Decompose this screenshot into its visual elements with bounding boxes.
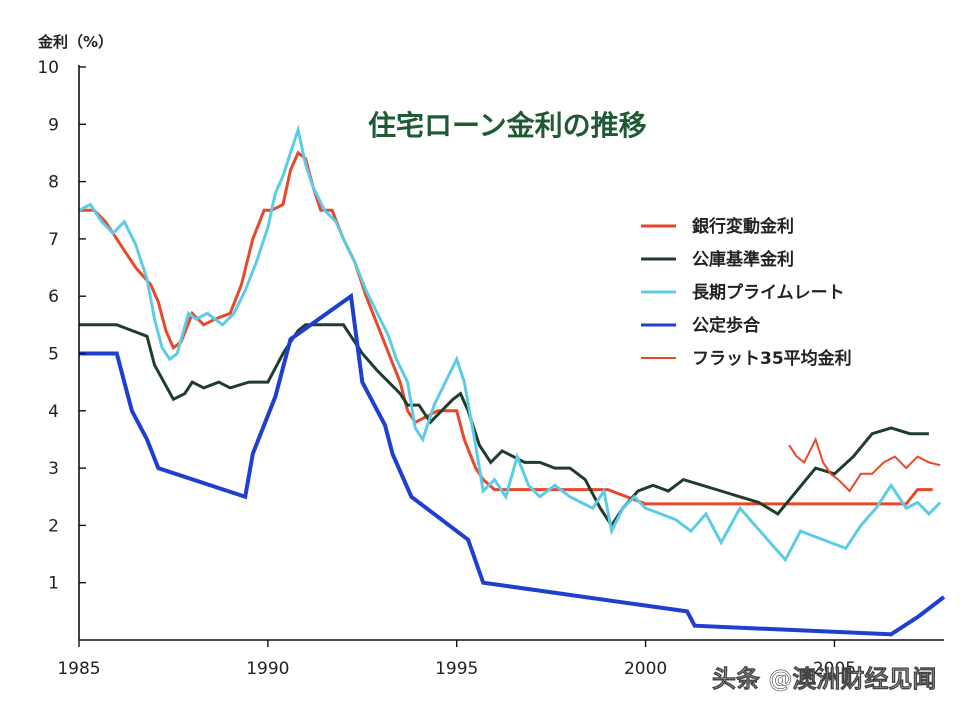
chart-title: 住宅ローン金利の推移 <box>368 109 647 142</box>
y-tick-label-6: 6 <box>48 287 59 307</box>
legend-label-1: 銀行変動金利 <box>692 216 794 237</box>
y-tick-label-1: 1 <box>48 574 59 594</box>
x-tick-label-1985: 1985 <box>57 659 100 679</box>
legend-label-5: フラット35平均金利 <box>692 348 852 369</box>
y-tick-label-9: 9 <box>48 115 59 135</box>
legend-label-3: 長期プライムレート <box>692 282 845 303</box>
y-tick-label-10: 10 <box>37 58 59 78</box>
x-tick-label-2000: 2000 <box>624 659 667 679</box>
axes-layer: 1 2 3 4 5 6 7 8 9 10 1985 1990 1995 2000 2005 <box>37 58 944 679</box>
y-axis-label: 金利（%） <box>37 33 113 51</box>
series-line-4 <box>79 292 946 637</box>
x-tick-label-1995: 1995 <box>435 659 478 679</box>
y-tick-label-2: 2 <box>48 516 59 536</box>
legend-label-4: 公定歩合 <box>692 315 761 336</box>
y-tick-label-4: 4 <box>48 402 59 422</box>
legend-label-2: 公庫基準金利 <box>692 249 794 270</box>
y-tick-label-5: 5 <box>48 345 59 365</box>
watermark-text: 头条 @澳洲财经见闻 <box>712 665 936 693</box>
y-tick-label-7: 7 <box>48 230 59 250</box>
series-line-3 <box>78 124 942 563</box>
x-tick-label-2005: 2005 <box>813 659 856 679</box>
series-layer <box>78 124 946 637</box>
y-tick-label-3: 3 <box>48 459 59 479</box>
y-tick-label-8: 8 <box>48 173 59 193</box>
x-tick-label-1990: 1990 <box>246 659 289 679</box>
series-line-5 <box>788 436 941 493</box>
